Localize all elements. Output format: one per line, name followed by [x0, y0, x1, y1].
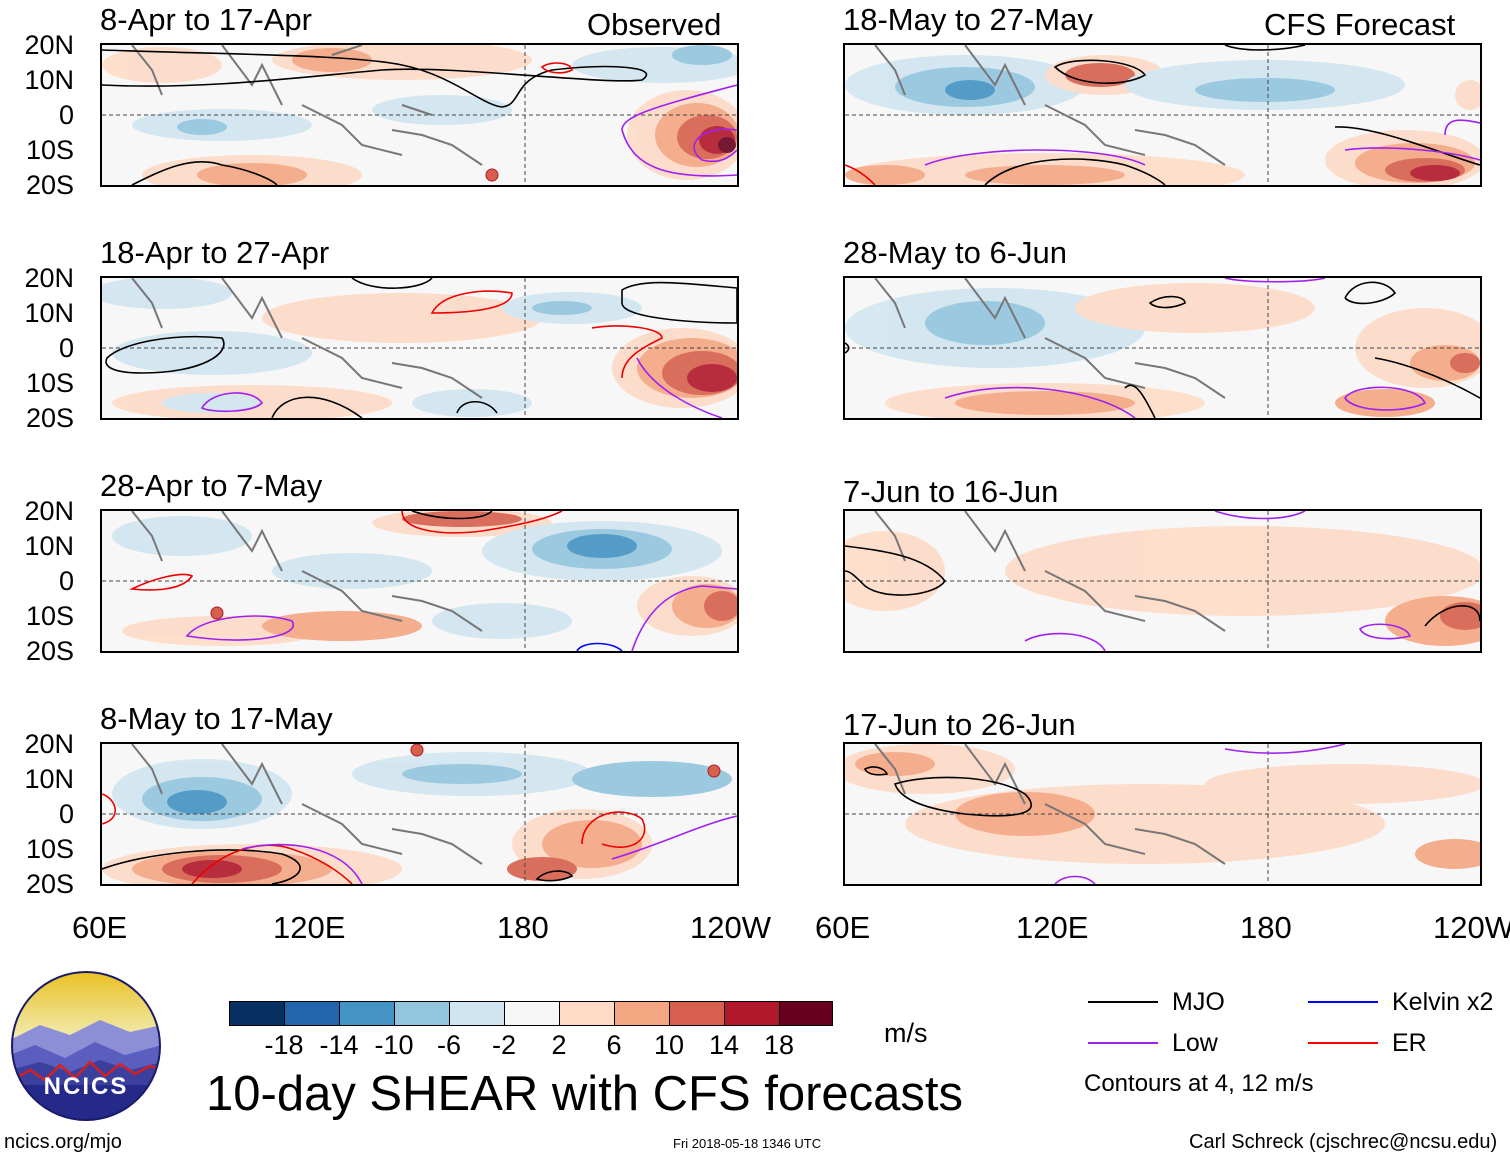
- legend-line-low: [1088, 1042, 1158, 1044]
- lat-label: 10N: [24, 764, 74, 794]
- colorbar-box: [449, 1001, 505, 1026]
- colorbar-label: -6: [436, 1030, 461, 1060]
- colorbar-label: 2: [551, 1030, 567, 1060]
- colorbar-label: 10: [653, 1030, 685, 1060]
- colorbar-box: [779, 1001, 833, 1026]
- ncics-logo: NCICS: [10, 970, 162, 1122]
- lat-label: 20S: [25, 869, 74, 899]
- lon-label: 60E: [72, 910, 128, 945]
- lon-label: 120W: [690, 910, 771, 945]
- legend-label-mjo: MJO: [1172, 988, 1225, 1016]
- lat-label: 10S: [25, 601, 74, 631]
- observed-label: Observed: [587, 7, 722, 42]
- lon-label: 180: [497, 910, 549, 945]
- lon-label: 120E: [273, 910, 346, 945]
- map-panel-4: [100, 742, 739, 886]
- panel-title-6: 28-May to 6-Jun: [843, 235, 1067, 270]
- colorbar-box: [724, 1001, 780, 1026]
- lat-label: 0: [58, 799, 74, 829]
- logo-text: NCICS: [43, 1073, 129, 1100]
- lat-label: 20N: [24, 729, 74, 759]
- colorbar: [229, 1001, 833, 1026]
- panel-title-1: 8-Apr to 17-Apr: [100, 2, 312, 37]
- map-panel-6: [843, 276, 1482, 420]
- panel-title-8: 17-Jun to 26-Jun: [843, 707, 1076, 742]
- colorbar-box: [284, 1001, 340, 1026]
- legend-label-er: ER: [1392, 1029, 1427, 1057]
- panel-title-4: 8-May to 17-May: [100, 701, 333, 736]
- colorbar-label: -18: [264, 1030, 304, 1060]
- map-panel-3: [100, 509, 739, 653]
- colorbar-box: [559, 1001, 615, 1026]
- lat-label: 20S: [25, 170, 74, 200]
- lat-label: 0: [58, 333, 74, 363]
- lat-label: 0: [58, 566, 74, 596]
- footer-credit: Carl Schreck (cjschrec@ncsu.edu): [1189, 1131, 1498, 1153]
- legend-label-kelvin: Kelvin x2: [1392, 988, 1494, 1016]
- panel-title-5: 18-May to 27-May: [843, 2, 1093, 37]
- main-title: 10-day SHEAR with CFS forecasts: [206, 1067, 964, 1121]
- panel-title-2: 18-Apr to 27-Apr: [100, 235, 330, 270]
- lat-label: 10N: [24, 298, 74, 328]
- legend-note: Contours at 4, 12 m/s: [1084, 1070, 1314, 1097]
- map-panel-8: [843, 742, 1482, 886]
- legend-label-low: Low: [1172, 1029, 1218, 1057]
- colorbar-box: [614, 1001, 670, 1026]
- legend-line-er: [1308, 1042, 1378, 1044]
- lat-label: 20N: [24, 30, 74, 60]
- panel-title-7: 7-Jun to 16-Jun: [843, 474, 1059, 509]
- colorbar-box: [394, 1001, 450, 1026]
- lon-label: 120E: [1016, 910, 1089, 945]
- lat-label: 0: [58, 100, 74, 130]
- colorbar-label: 14: [708, 1030, 740, 1060]
- lat-label: 10S: [25, 834, 74, 864]
- colorbar-label: 18: [763, 1030, 795, 1060]
- footer-link[interactable]: ncics.org/mjo: [4, 1131, 122, 1153]
- colorbar-box: [504, 1001, 560, 1026]
- lon-label: 180: [1240, 910, 1292, 945]
- map-panel-1: [100, 43, 739, 187]
- lat-label: 10N: [24, 531, 74, 561]
- colorbar-label: 6: [606, 1030, 622, 1060]
- lat-label: 20N: [24, 496, 74, 526]
- lat-label: 20S: [25, 403, 74, 433]
- colorbar-label: -14: [319, 1030, 359, 1060]
- colorbar-units: m/s: [884, 1018, 928, 1048]
- lon-label: 60E: [815, 910, 871, 945]
- lat-label: 10S: [25, 135, 74, 165]
- shear-fill: [102, 45, 737, 185]
- colorbar-box: [229, 1001, 285, 1026]
- footer-timestamp: Fri 2018-05-18 1346 UTC: [673, 1136, 822, 1151]
- lat-label: 20N: [24, 263, 74, 293]
- colorbar-box: [339, 1001, 395, 1026]
- panel-title-3: 28-Apr to 7-May: [100, 468, 323, 503]
- colorbar-box: [669, 1001, 725, 1026]
- cfs-forecast-label: CFS Forecast: [1264, 7, 1456, 42]
- colorbar-label: -10: [374, 1030, 414, 1060]
- map-panel-5: [843, 43, 1482, 187]
- colorbar-label: -2: [491, 1030, 516, 1060]
- lat-label: 10N: [24, 65, 74, 95]
- lon-label: 120W: [1433, 910, 1510, 945]
- legend-line-mjo: [1088, 1001, 1158, 1003]
- map-panel-2: [100, 276, 739, 420]
- map-panel-7: [843, 509, 1482, 653]
- legend-line-kelvin: [1308, 1001, 1378, 1003]
- lat-label: 20S: [25, 636, 74, 666]
- lat-label: 10S: [25, 368, 74, 398]
